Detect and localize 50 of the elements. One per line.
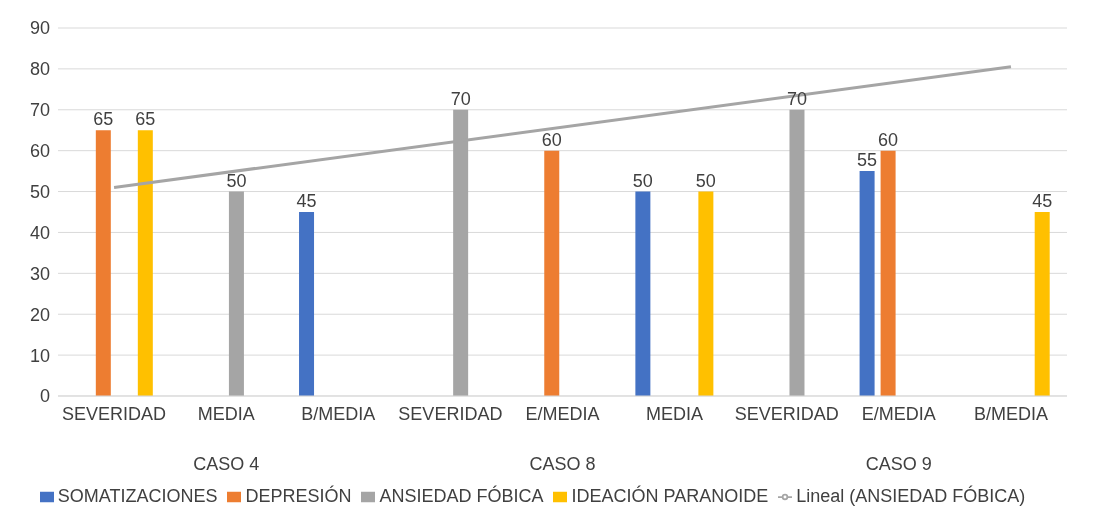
text: CASO 8: [529, 454, 596, 474]
data-label: 45: [1032, 191, 1053, 211]
bar: [544, 150, 560, 396]
x-tick-label: B/MEDIA: [301, 404, 376, 424]
data-label: 50: [632, 170, 653, 191]
x-tick-label: MEDIA: [197, 404, 255, 424]
y-tick-label: 10: [29, 345, 50, 366]
bar: [880, 150, 896, 396]
legend-label: DEPRESIÓN: [245, 486, 352, 506]
data-label: 50: [226, 170, 247, 191]
data-label: 50: [695, 170, 716, 191]
bar: [789, 109, 805, 396]
data-label: 70: [450, 88, 471, 109]
legend-label: ANSIEDAD FÓBICA: [379, 486, 544, 506]
bar: [1034, 212, 1050, 396]
legend-label: Lineal (ANSIEDAD FÓBICA): [796, 486, 1026, 506]
x-tick-label: MEDIA: [646, 404, 704, 424]
y-tick-label: 20: [29, 304, 50, 325]
x-tick-label: E/MEDIA: [861, 404, 936, 424]
y-tick-label: 0: [39, 386, 50, 407]
y-tick-label: 90: [29, 18, 50, 39]
x-tick-label: SEVERIDAD: [734, 404, 839, 424]
text: CASO 4: [193, 454, 260, 474]
data-label: 65: [135, 109, 156, 130]
data-label: 65: [93, 109, 114, 130]
bar: [137, 130, 153, 396]
bar: [95, 130, 111, 396]
y-tick-label: 30: [29, 263, 50, 284]
y-tick-label: 80: [29, 59, 50, 80]
x-tick-label: SEVERIDAD: [398, 404, 503, 424]
legend-label: SOMATIZACIONES: [57, 486, 218, 506]
bar: [859, 171, 875, 396]
x-tick-label: E/MEDIA: [525, 404, 600, 424]
bar: [228, 191, 244, 396]
text: CASO 9: [865, 454, 932, 474]
x-tick-label: SEVERIDAD: [62, 404, 167, 424]
legend-label: IDEACIÓN PARANOIDE: [571, 486, 769, 506]
y-tick-label: 60: [29, 141, 50, 162]
data-label: 60: [878, 129, 899, 150]
bar: [635, 191, 651, 396]
data-label: 45: [296, 191, 317, 211]
x-tick-label: B/MEDIA: [973, 404, 1048, 424]
y-tick-label: 40: [29, 222, 50, 243]
bar: [698, 191, 714, 396]
data-label: 55: [857, 150, 878, 171]
data-label: 60: [541, 129, 562, 150]
y-tick-label: 70: [29, 100, 50, 121]
y-tick-label: 50: [29, 181, 50, 202]
data-label: 70: [786, 88, 807, 109]
bar: [299, 212, 315, 396]
